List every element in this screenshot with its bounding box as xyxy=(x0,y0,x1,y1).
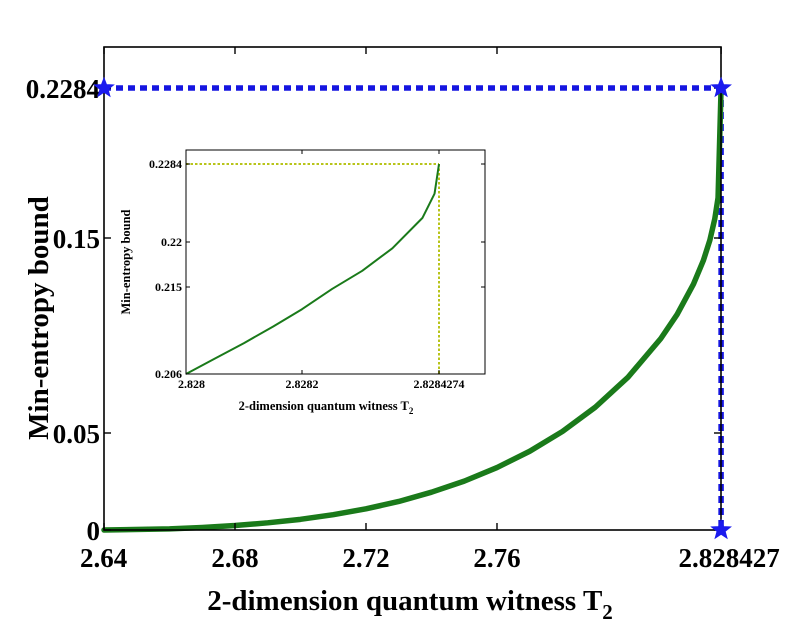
main-x-tick-label-0: 2.64 xyxy=(80,543,127,573)
main-plot-frame xyxy=(103,46,722,531)
inset-y-tick-label-1: 0.215 xyxy=(155,280,182,294)
main-x-tick-label-1: 2.68 xyxy=(211,543,258,573)
main-x-tick-label-3: 2.76 xyxy=(473,543,520,573)
inset-background xyxy=(186,150,485,374)
inset-x-ticks: 2.828 2.8282 2.8284274 xyxy=(178,150,465,391)
main-x-ticks: 2.64 2.68 2.72 2.76 2.828427 xyxy=(80,47,780,573)
inset-plot-frame xyxy=(185,149,486,375)
inset-y-ticks: 0.206 0.215 0.22 0.2284 xyxy=(149,157,485,381)
inset-series-group xyxy=(185,163,440,375)
inset-y-axis-label: Min-entropy bound xyxy=(119,209,133,314)
inset-x-tick-label-0: 2.828 xyxy=(178,377,205,391)
inset-y-tick-label-0: 0.206 xyxy=(155,367,182,381)
main-x-axis-label: 2-dimension quantum witness T2 xyxy=(207,585,613,624)
main-star-marker-bottom xyxy=(710,518,732,540)
main-y-axis-label: Min-entropy bound xyxy=(23,196,55,440)
main-star-marker-corner xyxy=(710,76,732,98)
main-x-tick-label-2: 2.72 xyxy=(342,543,389,573)
inset-series-line-0 xyxy=(185,163,440,375)
inset-x-tick-label-2: 2.8284274 xyxy=(414,377,465,391)
main-star-marker-left xyxy=(93,76,115,98)
inset-x-axis-label: 2-dimension quantum witness T2 xyxy=(239,399,414,416)
inset-x-tick-label-1: 2.8282 xyxy=(286,377,319,391)
main-y-ticks: 0 0.05 0.15 0.2284 xyxy=(26,74,721,546)
main-plot: 2.64 2.68 2.72 2.76 2.828427 0 0.05 0.15 0.2284… xyxy=(23,46,780,624)
main-y-tick-label-2: 0.15 xyxy=(53,224,100,254)
inset-reference-lines xyxy=(186,163,440,374)
main-series-group xyxy=(101,85,724,533)
main-y-tick-label-1: 0.05 xyxy=(53,419,100,449)
main-series-line-0 xyxy=(101,85,724,533)
main-x-tick-label-4: 2.828427 xyxy=(678,543,779,573)
inset-y-tick-label-2: 0.22 xyxy=(161,235,182,249)
inset-plot: 2.828 2.8282 2.8284274 0.206 0.215 0.22 0.228… xyxy=(119,149,486,416)
inset-y-tick-label-3: 0.2284 xyxy=(149,157,182,171)
main-y-tick-label-3: 0.2284 xyxy=(26,74,100,104)
main-star-markers xyxy=(93,76,732,540)
main-y-tick-label-0: 0 xyxy=(87,516,101,546)
